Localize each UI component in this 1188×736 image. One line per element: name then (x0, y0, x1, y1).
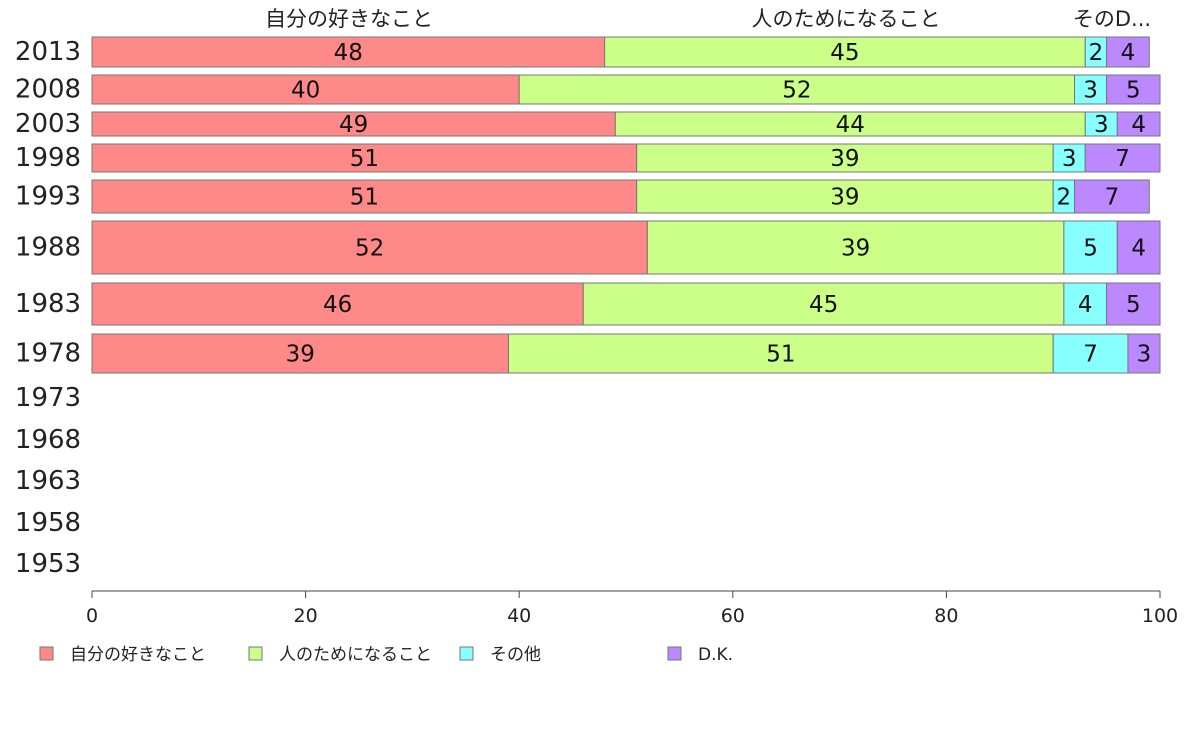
legend-swatch (459, 646, 474, 661)
data-label: 2 (1089, 40, 1104, 66)
year-label: 1983 (15, 289, 81, 319)
data-label: 7 (1115, 146, 1130, 172)
data-label: 4 (1131, 236, 1146, 262)
data-label: 51 (350, 185, 379, 211)
x-tick-label: 40 (507, 605, 531, 627)
year-label: 1978 (15, 339, 81, 369)
legend-swatch (39, 646, 54, 661)
bar-segment (604, 36, 1086, 68)
data-label: 49 (339, 112, 368, 138)
bar-segment (1106, 36, 1150, 68)
x-tick-label: 80 (934, 605, 958, 627)
data-label: 7 (1105, 185, 1120, 211)
year-label: 1953 (15, 549, 81, 579)
year-labels: 2013 2008 2003 1998 1993 1988 1983 1978 1973 1968… (15, 37, 81, 579)
year-label: 1988 (15, 233, 81, 263)
bar-segment (1052, 333, 1129, 374)
data-label: 51 (766, 342, 795, 368)
column-header: 自分の好きなこと (265, 7, 433, 31)
data-label: 46 (323, 292, 352, 318)
data-label: 3 (1094, 112, 1109, 138)
bar-segment (1106, 74, 1161, 105)
data-label: 5 (1083, 236, 1098, 262)
data-label: 52 (355, 236, 384, 262)
data-label: 39 (841, 236, 870, 262)
bar-segment (518, 74, 1076, 105)
data-label: 4 (1131, 112, 1146, 138)
bar-segment (508, 333, 1054, 374)
data-label: 40 (291, 78, 320, 104)
data-label: 4 (1121, 40, 1136, 66)
data-label: 39 (830, 146, 859, 172)
data-label: 39 (286, 342, 315, 368)
bar-segment (1127, 333, 1161, 374)
x-axis: 0 20 40 60 80 100 (86, 590, 1178, 627)
column-header: 人のためになること (752, 7, 941, 31)
column-header: そのD... (1073, 7, 1151, 31)
legend-label: 自分の好きなこと (70, 645, 206, 665)
bar-segment (614, 111, 1086, 137)
year-label: 2013 (15, 37, 81, 67)
data-label: 7 (1083, 342, 1098, 368)
legend-label: 人のためになること (279, 645, 432, 665)
data-label: 5 (1126, 292, 1141, 318)
data-label: 45 (830, 40, 859, 66)
data-label: 3 (1083, 78, 1098, 104)
bar-segment (91, 143, 638, 173)
bar-segment (91, 36, 606, 68)
bar-segment (91, 74, 520, 105)
bar-segment (582, 282, 1065, 326)
year-label: 1958 (15, 508, 81, 538)
data-label: 44 (836, 112, 865, 138)
legend-swatch (248, 646, 263, 661)
data-label: 51 (350, 146, 379, 172)
bars-group: 48 45 2 440 52 3 549 44 3 451 39 3 751 39 2 752 39 5 446 45… (91, 36, 1161, 374)
bar-segment (1084, 111, 1118, 137)
year-label: 1963 (15, 466, 81, 496)
year-label: 1998 (15, 143, 81, 173)
bar-segment (1074, 74, 1108, 105)
bar-segment (1052, 143, 1086, 173)
legend: 自分の好きなこと 人のためになること その他 D.K. (39, 645, 733, 665)
data-label: 3 (1062, 146, 1077, 172)
year-label: 1973 (15, 383, 81, 413)
year-label: 2003 (15, 109, 81, 139)
x-tick-label: 0 (86, 605, 98, 627)
year-label: 1968 (15, 425, 81, 455)
data-label: 48 (334, 40, 363, 66)
x-tick-label: 60 (721, 605, 745, 627)
data-label: 39 (830, 185, 859, 211)
data-label: 5 (1126, 78, 1141, 104)
column-headers: 自分の好きなこと 人のためになること そのD... (265, 7, 1151, 31)
data-label: 2 (1057, 185, 1072, 211)
legend-label: その他 (490, 645, 541, 665)
bar-segment (1116, 111, 1161, 137)
x-tick-label: 20 (294, 605, 318, 627)
legend-swatch (667, 646, 682, 661)
bar-segment (91, 282, 584, 326)
data-label: 3 (1137, 342, 1152, 368)
year-label: 1993 (15, 182, 81, 212)
bar-segment (1106, 282, 1161, 326)
legend-label: D.K. (698, 645, 733, 665)
data-label: 4 (1078, 292, 1093, 318)
bar-segment (91, 333, 510, 374)
bar-segment (636, 143, 1054, 173)
bar-segment (1116, 220, 1161, 275)
data-label: 45 (809, 292, 838, 318)
year-label: 2008 (15, 75, 81, 105)
bar-segment (91, 111, 616, 137)
bar-segment (1074, 179, 1150, 214)
bar-segment (1063, 220, 1118, 275)
bar-segment (1084, 143, 1161, 173)
x-tick-label: 100 (1142, 605, 1178, 627)
bar-segment (636, 179, 1054, 214)
bar-segment (91, 179, 638, 214)
data-label: 52 (782, 78, 811, 104)
